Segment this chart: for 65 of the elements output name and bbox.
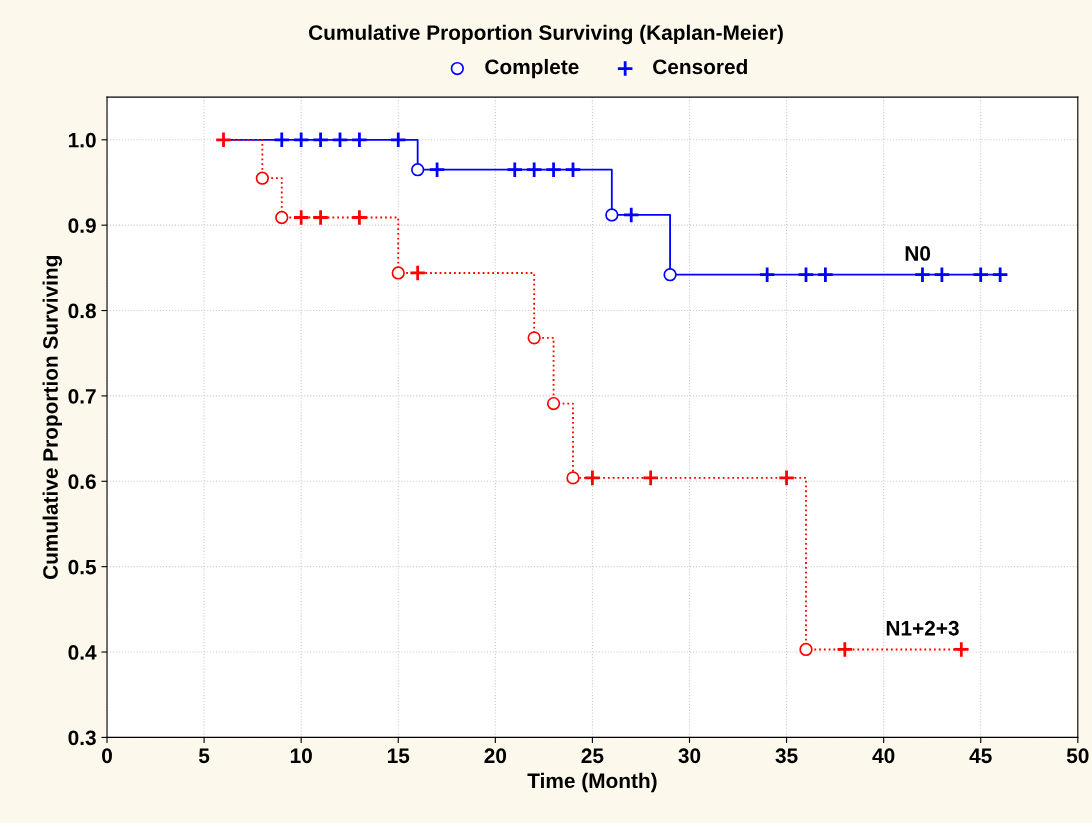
point bbox=[292, 208, 310, 227]
y-tick-label: 0.4 bbox=[68, 645, 97, 660]
x-tick-label: 35 bbox=[775, 748, 798, 764]
x-tick-label: 45 bbox=[969, 748, 992, 764]
point bbox=[273, 131, 291, 149]
point bbox=[292, 131, 310, 149]
legend-label: Complete bbox=[485, 58, 579, 79]
point bbox=[428, 161, 446, 179]
y-tick-label: 0.3 bbox=[68, 730, 96, 746]
point bbox=[952, 640, 970, 659]
point bbox=[311, 208, 330, 227]
point bbox=[389, 131, 407, 149]
point bbox=[836, 640, 854, 659]
point bbox=[913, 266, 932, 284]
x-tick-label: 15 bbox=[387, 748, 410, 764]
point bbox=[583, 469, 602, 487]
point bbox=[546, 396, 561, 411]
point bbox=[391, 266, 405, 280]
point bbox=[991, 266, 1009, 284]
y-tick-label: 0.5 bbox=[68, 559, 97, 575]
series-label: N1+2+3 bbox=[886, 620, 959, 636]
point bbox=[255, 171, 269, 185]
x-tick-label: 5 bbox=[198, 748, 210, 764]
point bbox=[663, 268, 677, 282]
x-tick-label: 20 bbox=[484, 748, 507, 764]
y-tick-label: 0.6 bbox=[68, 474, 96, 490]
point bbox=[275, 210, 289, 225]
y-tick-label: 0.7 bbox=[68, 388, 96, 404]
point bbox=[797, 266, 815, 284]
point bbox=[544, 161, 563, 179]
point bbox=[527, 331, 541, 345]
chart-title: Cumulative Proportion Surviving (Kaplan-Meier) bbox=[308, 24, 783, 45]
x-tick-label: 40 bbox=[872, 748, 895, 764]
point bbox=[331, 131, 349, 149]
point bbox=[525, 161, 543, 179]
point bbox=[972, 266, 990, 284]
point bbox=[350, 208, 369, 227]
x-tick-label: 0 bbox=[102, 748, 112, 764]
x-tick-label: 25 bbox=[581, 748, 604, 764]
point bbox=[777, 469, 796, 487]
point bbox=[641, 469, 660, 487]
point bbox=[622, 206, 640, 224]
x-tick-label: 30 bbox=[678, 748, 701, 764]
legend-label: Censored bbox=[653, 58, 747, 75]
point bbox=[311, 131, 330, 149]
point bbox=[933, 266, 951, 284]
point bbox=[816, 266, 835, 284]
y-tick-label: 0.8 bbox=[68, 303, 96, 319]
point bbox=[605, 208, 619, 222]
point bbox=[506, 161, 524, 179]
point bbox=[758, 266, 776, 284]
point bbox=[411, 163, 425, 177]
point bbox=[566, 471, 580, 485]
series-label: N0 bbox=[905, 246, 931, 261]
point bbox=[799, 642, 813, 657]
x-tick-label: 10 bbox=[290, 748, 312, 764]
point bbox=[214, 131, 233, 149]
y-tick-label: 0.9 bbox=[68, 218, 96, 233]
y-axis-title: Cumulative Proportion Surviving bbox=[42, 256, 63, 580]
point bbox=[408, 264, 427, 282]
point bbox=[564, 161, 582, 179]
point bbox=[350, 131, 369, 149]
y-tick-label: 1.0 bbox=[68, 132, 96, 148]
x-tick-label: 50 bbox=[1066, 748, 1089, 764]
x-axis-title: Time (Month) bbox=[527, 772, 657, 793]
